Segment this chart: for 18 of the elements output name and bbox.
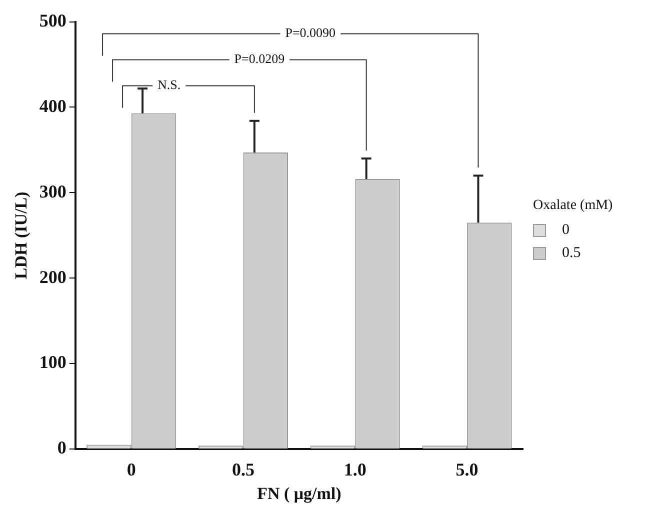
annotation: P=0.0090 [285,25,336,40]
legend-label: 0 [562,222,570,239]
x-tick-label: 0.5 [232,459,254,480]
annotation: N.S. [158,77,181,92]
y-tick-label: 500 [39,10,66,30]
y-tick-label: 400 [39,96,66,116]
y-tick-label: 100 [39,352,66,372]
x-tick-label: 5.0 [456,459,478,480]
annotation: P=0.0209 [234,51,285,66]
y-tick-label: 0 [57,438,66,458]
x-tick-label: 1.0 [344,459,366,480]
x-axis-title: FN ( μg/ml) [257,484,342,504]
y-tick-label: 200 [39,266,66,287]
y-tick-label: 300 [39,181,66,202]
x-tick-label: 0 [126,459,136,480]
legend-label: 0.5 [562,245,581,262]
y-axis-title: LDH (IU/L) [12,192,31,280]
legend-title: Oxalate (mM) [533,198,613,214]
